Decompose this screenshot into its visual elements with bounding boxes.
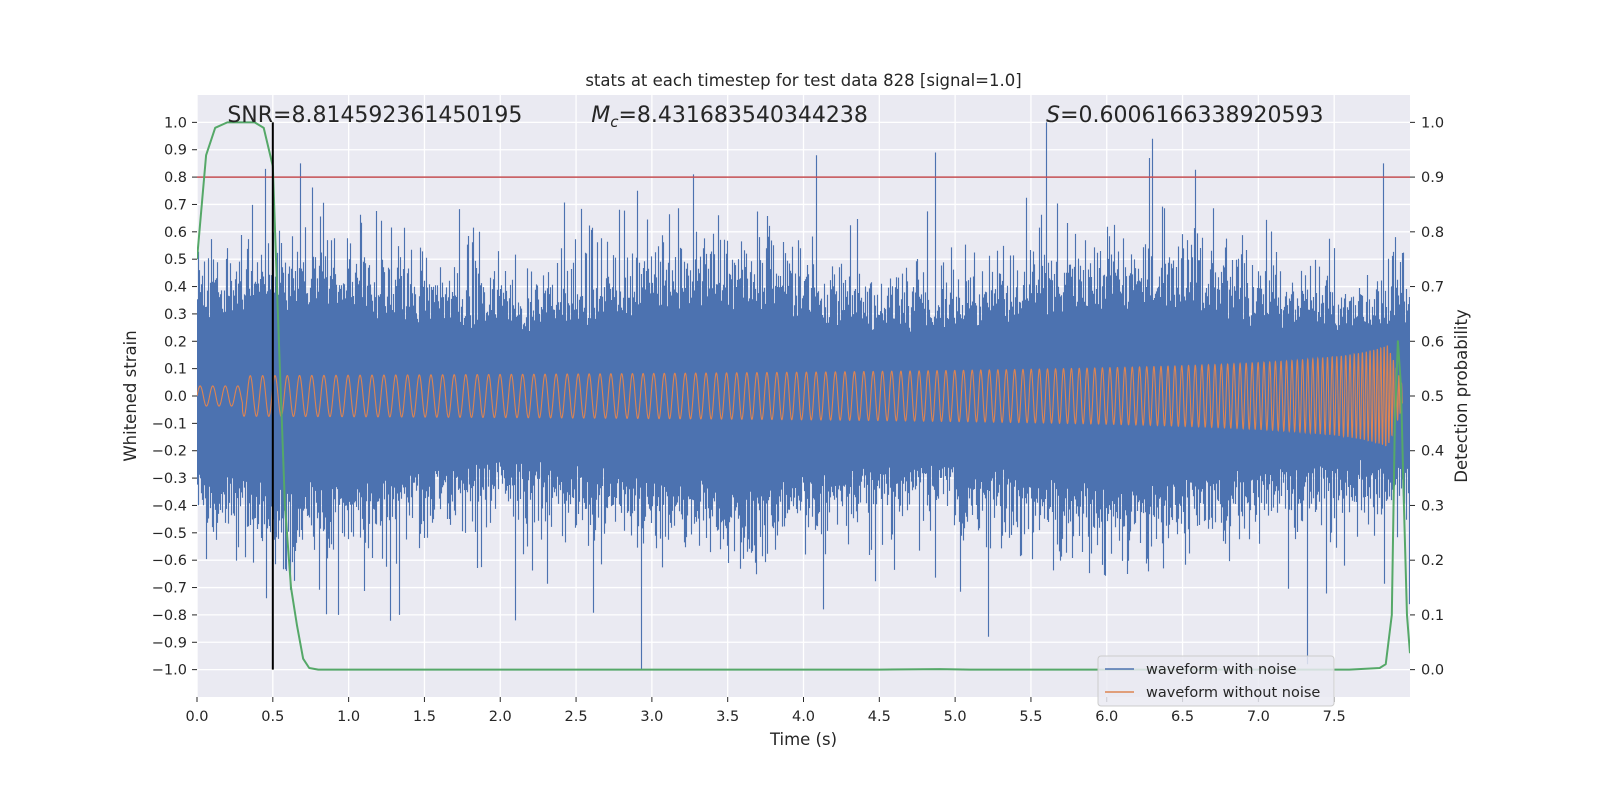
series-detection-overlays [197,121,1410,671]
y-tick-label: 1.0 [164,115,187,131]
x-tick-label: 7.0 [1247,709,1270,725]
y-tick-label: 0.4 [164,280,187,296]
y-tick-label: −0.6 [152,553,187,569]
x-tick-label: 3.0 [640,709,663,725]
y2-tick-label: 0.0 [1421,663,1444,679]
score-value: =0.6006166338920593 [1060,103,1323,128]
y-axis-label: Whitened strain [121,330,140,461]
y-tick-label: −0.5 [152,526,187,542]
y2-tick-label: 0.2 [1421,553,1444,569]
y-axis-ticks: 1.0 0.9 0.8 0.7 0.6 0.5 0.4 0.3 0.2 0.1 0.0 −0.1 −0.… [152,115,197,679]
x-axis-ticks: 0.0 0.5 1.0 1.5 2.0 2.5 3.0 3.5 4.0 4.5 5.0 5.5 6.0 6… [185,697,1346,725]
legend: waveform with noise waveform without noi… [1097,655,1335,707]
x-tick-label: 0.5 [261,709,284,725]
x-tick-label: 4.0 [792,709,815,725]
x-tick-label: 4.5 [868,709,891,725]
y-tick-label: 0.6 [164,225,187,241]
y2-tick-label: 0.5 [1421,389,1444,405]
y2-tick-label: 0.1 [1421,608,1444,624]
y-tick-label: 0.0 [164,389,187,405]
chirp-mass-annotation: Mc=8.431683540344238 [591,103,868,131]
x-tick-label: 5.0 [944,709,967,725]
y-tick-label: 0.8 [164,170,187,186]
x-tick-label: 1.0 [337,709,360,725]
legend-label-waveform-without-noise: waveform without noise [1146,685,1320,701]
legend-label-waveform-with-noise: waveform with noise [1146,662,1297,678]
y-tick-label: 0.9 [164,143,187,159]
legend-box [1097,655,1335,707]
y2-tick-label: 0.8 [1421,225,1444,241]
x-tick-label: 6.5 [1171,709,1194,725]
series-waveform-without-noise [197,345,1403,447]
y2-tick-label: 0.9 [1421,170,1444,186]
y2-tick-label: 0.7 [1421,280,1444,296]
x-axis-label: Time (s) [769,730,837,749]
y-tick-label: −0.3 [152,471,187,487]
plot-marks [197,121,1410,671]
chirp-mass-value: =8.431683540344238 [618,103,867,128]
y-tick-label: −0.1 [152,416,187,432]
x-tick-label: 3.5 [716,709,739,725]
x-tick-label: 2.5 [565,709,588,725]
y2-tick-label: 0.3 [1421,498,1444,514]
y-tick-label: −0.4 [152,498,187,514]
y-tick-label: 0.5 [164,252,187,268]
y2-axis-ticks: 1.0 0.9 0.8 0.7 0.6 0.5 0.4 0.3 0.2 0.1 0.0 [1410,115,1444,679]
chirp-mass-symbol: M [591,103,610,128]
y2-axis-label: Detection probability [1452,309,1471,483]
x-tick-label: 0.0 [185,709,208,725]
y2-tick-label: 1.0 [1421,115,1444,131]
x-tick-label: 1.5 [413,709,436,725]
y-tick-label: −0.8 [152,608,187,624]
y-tick-label: −0.2 [152,444,187,460]
score-symbol: S [1046,103,1060,128]
y-tick-label: 0.3 [164,307,187,323]
x-tick-label: 2.0 [489,709,512,725]
y-tick-label: 0.1 [164,362,187,378]
y-tick-label: 0.7 [164,197,187,213]
chart-title: stats at each timestep for test data 828… [585,71,1021,90]
y-tick-label: 0.2 [164,334,187,350]
detection-probability-line [197,121,1410,671]
x-tick-label: 6.0 [1095,709,1118,725]
y2-tick-label: 0.6 [1421,334,1444,350]
x-tick-label: 7.5 [1323,709,1346,725]
snr-annotation: SNR=8.814592361450195 [227,103,522,128]
y2-tick-label: 0.4 [1421,444,1444,460]
score-annotation: S=0.6006166338920593 [1046,103,1323,128]
chirp-mass-subscript: c [610,113,619,131]
waveform-without-noise-line [197,345,1403,447]
y-tick-label: −0.7 [152,581,187,597]
x-tick-label: 5.5 [1019,709,1042,725]
y-tick-label: −1.0 [152,663,187,679]
y-tick-label: −0.9 [152,635,187,651]
